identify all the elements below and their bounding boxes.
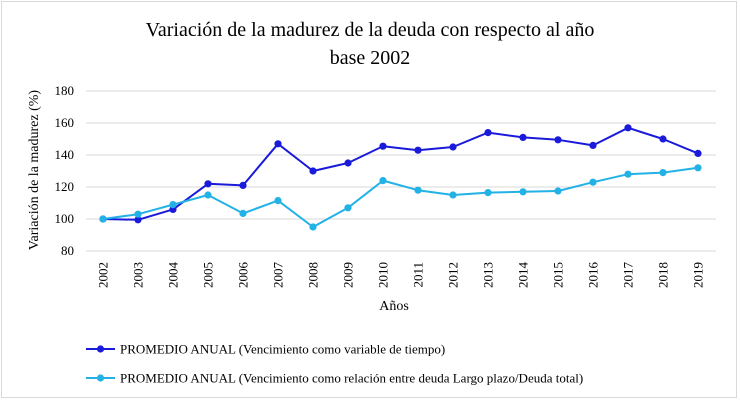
series-1-point-2019 — [694, 149, 702, 157]
legend: PROMEDIO ANUAL (Vencimiento como variabl… — [86, 342, 583, 386]
x-tick-2008: 2008 — [306, 262, 321, 288]
series-1-line — [102, 126, 699, 221]
series-1-point-2017 — [624, 124, 632, 132]
legend-label-2: PROMEDIO ANUAL (Vencimiento como relació… — [120, 371, 583, 386]
x-axis-label: Años — [379, 299, 409, 314]
series-1-point-2018 — [659, 135, 667, 143]
series-2-point-2011 — [414, 186, 422, 194]
series-2-point-2017 — [624, 170, 632, 178]
x-tick-2009: 2009 — [341, 262, 356, 288]
x-tick-2003: 2003 — [131, 262, 146, 288]
x-tick-2013: 2013 — [481, 262, 496, 288]
series-2-point-2016 — [589, 178, 597, 186]
chart-title-line2: base 2002 — [330, 47, 411, 69]
series-2-point-2005 — [204, 191, 212, 199]
series-1-point-2007 — [274, 140, 282, 148]
series-2-point-2009 — [344, 204, 352, 212]
series-2-point-2002 — [99, 215, 107, 223]
chart-title-line1: Variación de la madurez de la deuda con … — [146, 19, 595, 41]
y-tick-140: 140 — [55, 147, 75, 162]
y-tick-80: 80 — [61, 243, 74, 258]
series-1-point-2012 — [449, 143, 457, 151]
x-tick-2019: 2019 — [691, 262, 706, 288]
legend-label-1: PROMEDIO ANUAL (Vencimiento como variabl… — [120, 342, 445, 357]
x-tick-2005: 2005 — [201, 262, 216, 288]
x-tick-2002: 2002 — [96, 262, 111, 288]
x-tick-2006: 2006 — [236, 262, 251, 289]
series-2-point-2004 — [169, 201, 177, 209]
series-2-point-2003 — [134, 210, 142, 218]
x-tick-2015: 2015 — [551, 262, 566, 288]
series-2-point-2006 — [239, 209, 247, 217]
legend-marker-2 — [96, 374, 105, 382]
series-1-point-2010 — [379, 142, 387, 150]
series-1-point-2013 — [484, 129, 492, 137]
series-2-line — [102, 166, 699, 228]
x-tick-2007: 2007 — [271, 262, 286, 289]
series-2-point-2010 — [379, 177, 387, 185]
series-1-point-2003 — [134, 216, 142, 224]
x-tick-2014: 2014 — [516, 262, 531, 289]
series-1-point-2009 — [344, 159, 352, 167]
gridlines — [86, 90, 716, 252]
series-2-point-2012 — [449, 191, 457, 199]
x-tick-2016: 2016 — [586, 262, 601, 289]
series-1-point-2015 — [554, 136, 562, 144]
series-2-point-2014 — [519, 188, 527, 196]
series-2-point-2007 — [274, 197, 282, 205]
legend-marker-1 — [96, 345, 105, 353]
series-2-point-2015 — [554, 187, 562, 195]
series-group — [99, 124, 702, 231]
x-tick-labels: 2002 2003 2004 2005 2006 2007 2008 2009 2010 2011… — [96, 262, 706, 289]
x-tick-2012: 2012 — [446, 262, 461, 288]
x-tick-2010: 2010 — [376, 262, 391, 288]
series-1-point-2016 — [589, 141, 597, 149]
y-tick-labels: 80 100 120 140 160 180 — [55, 83, 75, 258]
x-tick-2018: 2018 — [656, 262, 671, 288]
series-2-point-2018 — [659, 169, 667, 177]
series-2-point-2019 — [694, 164, 702, 172]
series-1-point-2005 — [204, 180, 212, 188]
series-1-point-2011 — [414, 146, 422, 154]
y-tick-180: 180 — [55, 83, 75, 98]
series-1-point-2014 — [519, 133, 527, 141]
x-tick-2004: 2004 — [166, 262, 181, 289]
series-2-point-2008 — [309, 223, 317, 231]
y-tick-120: 120 — [55, 179, 75, 194]
series-1-point-2006 — [239, 181, 247, 189]
y-axis-label: Variación de la madurez (%) — [27, 90, 42, 250]
x-tick-2017: 2017 — [621, 262, 636, 289]
x-tick-2011: 2011 — [411, 262, 426, 288]
series-2-point-2013 — [484, 189, 492, 197]
y-tick-160: 160 — [55, 115, 75, 130]
y-tick-100: 100 — [55, 211, 75, 226]
series-1-point-2008 — [309, 167, 317, 175]
